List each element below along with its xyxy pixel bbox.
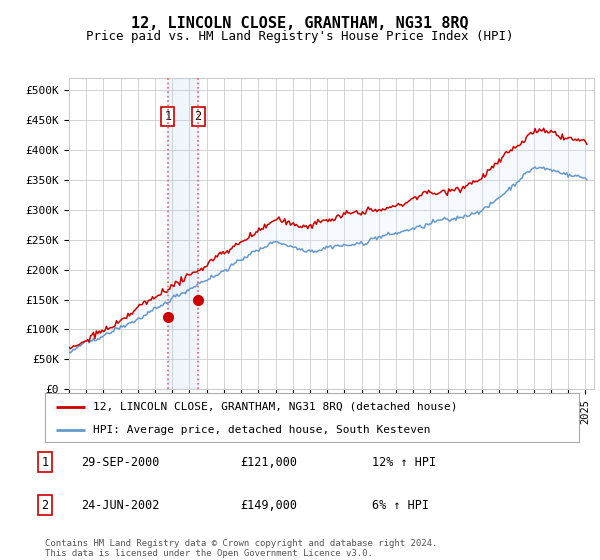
Text: 2: 2 — [41, 498, 49, 512]
Text: 29-SEP-2000: 29-SEP-2000 — [81, 455, 160, 469]
Text: 24-JUN-2002: 24-JUN-2002 — [81, 498, 160, 512]
Text: 12, LINCOLN CLOSE, GRANTHAM, NG31 8RQ: 12, LINCOLN CLOSE, GRANTHAM, NG31 8RQ — [131, 16, 469, 31]
Text: 1: 1 — [41, 455, 49, 469]
Text: HPI: Average price, detached house, South Kesteven: HPI: Average price, detached house, Sout… — [93, 425, 431, 435]
Text: 2: 2 — [194, 110, 202, 123]
Text: Price paid vs. HM Land Registry's House Price Index (HPI): Price paid vs. HM Land Registry's House … — [86, 30, 514, 43]
Bar — [168, 78, 198, 389]
Text: Contains HM Land Registry data © Crown copyright and database right 2024.
This d: Contains HM Land Registry data © Crown c… — [45, 539, 437, 558]
Text: 12% ↑ HPI: 12% ↑ HPI — [372, 455, 436, 469]
Text: £121,000: £121,000 — [240, 455, 297, 469]
Text: 12, LINCOLN CLOSE, GRANTHAM, NG31 8RQ (detached house): 12, LINCOLN CLOSE, GRANTHAM, NG31 8RQ (d… — [93, 402, 458, 412]
Text: 1: 1 — [164, 110, 172, 123]
Text: 6% ↑ HPI: 6% ↑ HPI — [372, 498, 429, 512]
Text: £149,000: £149,000 — [240, 498, 297, 512]
